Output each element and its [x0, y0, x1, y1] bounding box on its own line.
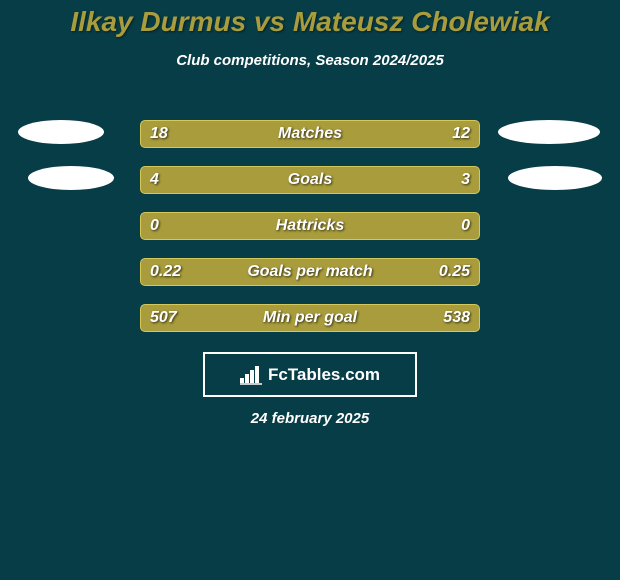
stat-label: Goals per match	[140, 258, 480, 286]
stat-row: Goals4 3	[0, 164, 620, 210]
stat-value-right: 12	[452, 120, 470, 148]
stat-label: Matches	[140, 120, 480, 148]
stat-value-left: 0	[150, 212, 159, 240]
ellipse-right	[508, 166, 602, 190]
stat-rows: Matches18 12 Goals4 3 Hattricks0 0 Goals per m…	[0, 118, 620, 348]
ellipse-left	[28, 166, 114, 190]
logo-box: FcTables.com	[203, 352, 417, 397]
stat-value-right: 538	[443, 304, 470, 332]
stat-row: Goals per match0.22 0.25	[0, 256, 620, 302]
logo-text: FcTables.com	[268, 365, 380, 385]
subtitle: Club competitions, Season 2024/2025	[0, 52, 620, 69]
ellipse-right	[498, 120, 600, 144]
stat-row: Min per goal507 538	[0, 302, 620, 348]
stat-value-right: 3	[461, 166, 470, 194]
stat-row: Matches18 12	[0, 118, 620, 164]
date-line: 24 february 2025	[0, 410, 620, 427]
stat-label: Min per goal	[140, 304, 480, 332]
stat-label: Hattricks	[140, 212, 480, 240]
stat-value-left: 0.22	[150, 258, 181, 286]
page-title: Ilkay Durmus vs Mateusz Cholewiak	[0, 0, 620, 38]
stat-value-right: 0.25	[439, 258, 470, 286]
bar-chart-icon	[240, 365, 262, 385]
stat-label: Goals	[140, 166, 480, 194]
stat-value-left: 4	[150, 166, 159, 194]
stat-value-right: 0	[461, 212, 470, 240]
comparison-card: Ilkay Durmus vs Mateusz Cholewiak Club c…	[0, 0, 620, 580]
ellipse-left	[18, 120, 104, 144]
stat-value-left: 18	[150, 120, 168, 148]
stat-row: Hattricks0 0	[0, 210, 620, 256]
stat-value-left: 507	[150, 304, 177, 332]
